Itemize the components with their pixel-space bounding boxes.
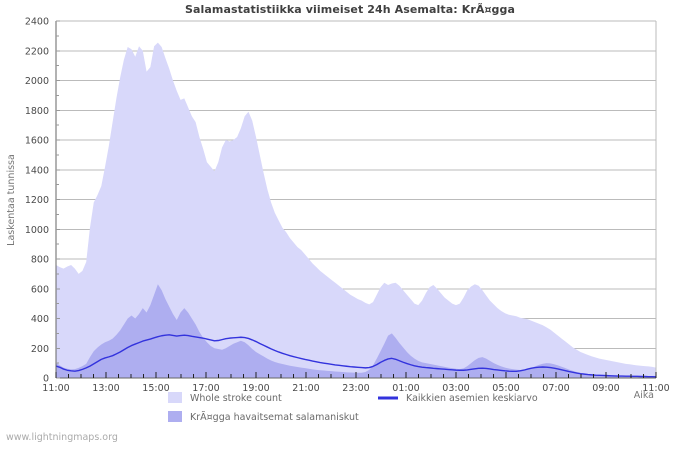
y-tick-label: 200 [31, 344, 49, 355]
x-tick-label: 09:00 [592, 383, 619, 394]
legend-swatch-whole-stroke-count [168, 392, 182, 403]
x-tick-label: 15:00 [142, 383, 169, 394]
series-line-average [55, 334, 657, 378]
area-whole-stroke-count [56, 42, 656, 378]
x-tick-label: 17:00 [192, 383, 219, 394]
y-tick-label: 2400 [25, 17, 49, 28]
x-tick-label: 23:00 [342, 383, 369, 394]
x-tick-label: 11:00 [642, 383, 669, 394]
x-tick-label: 07:00 [542, 383, 569, 394]
x-tick-label: 19:00 [242, 383, 269, 394]
x-axis-title: Aika [634, 390, 654, 401]
y-tick-label: 600 [31, 284, 49, 295]
line-all-stations-average [55, 334, 657, 378]
series-areas [56, 42, 656, 378]
y-tick-label: 1800 [25, 106, 49, 117]
x-tick-label: 21:00 [292, 383, 319, 394]
x-tick-label: 01:00 [392, 383, 419, 394]
x-tick-label: 05:00 [492, 383, 519, 394]
footer-watermark: www.lightningmaps.org [6, 432, 118, 443]
y-tick-label: 1000 [25, 225, 49, 236]
y-axis-ticks: 0 200 400 600 800 1000 1200 1400 1600 1800 2000 220… [25, 17, 60, 385]
chart-title: Salamastatistiikka viimeiset 24h Asemalt… [184, 3, 516, 16]
legend-label-whole-stroke-count: Whole stroke count [190, 393, 282, 404]
x-tick-label: 13:00 [92, 383, 119, 394]
legend-label-average: Kaikkien asemien keskiarvo [406, 393, 538, 404]
y-tick-label: 0 [43, 374, 49, 385]
x-tick-label: 03:00 [442, 383, 469, 394]
y-axis-title: Laskentaa tunnissa [6, 154, 17, 246]
y-tick-label: 2000 [25, 76, 49, 87]
y-tick-label: 400 [31, 314, 49, 325]
y-tick-label: 1200 [25, 195, 49, 206]
y-tick-label: 1600 [25, 136, 49, 147]
x-tick-label: 11:00 [42, 383, 69, 394]
y-tick-label: 2200 [25, 46, 49, 57]
y-tick-label: 1400 [25, 165, 49, 176]
y-tick-label: 800 [31, 255, 49, 266]
legend: Whole stroke count KrÃ¤gga havaitsemat s… [168, 392, 538, 423]
legend-swatch-station-strokes [168, 411, 182, 422]
legend-label-station-strokes: KrÃ¤gga havaitsemat salamaniskut [190, 412, 359, 423]
area-station-strokes [56, 284, 656, 378]
x-axis-ticks: 11:00 13:00 15:00 17:00 19:00 21:00 23:00 01:00… [42, 372, 670, 394]
